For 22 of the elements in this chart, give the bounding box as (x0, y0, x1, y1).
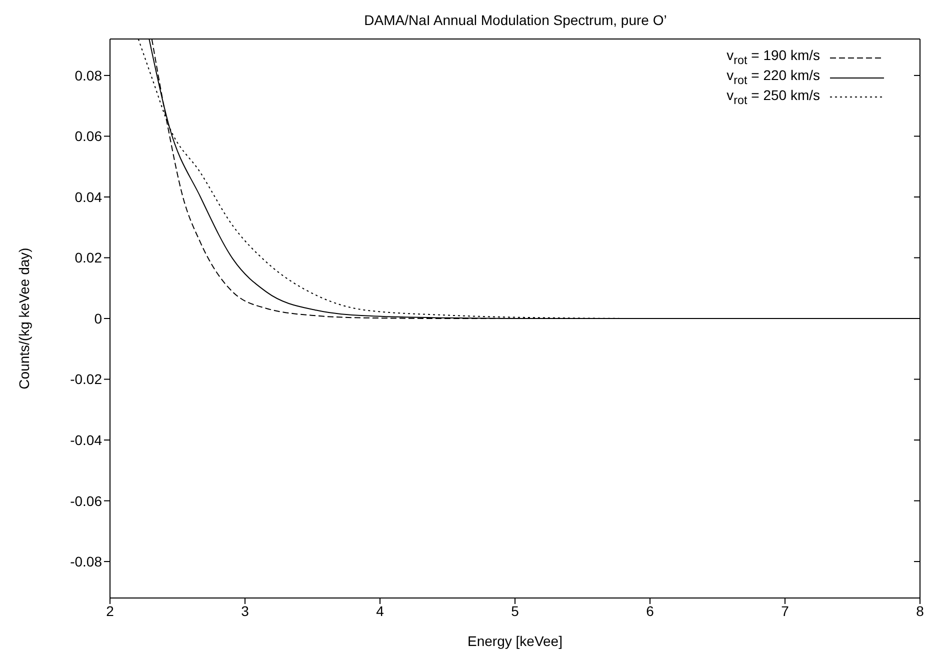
chart-title: DAMA/NaI Annual Modulation Spectrum, pure O’ (364, 12, 667, 28)
y-tick-label: 0.04 (74, 188, 102, 205)
y-tick-label: 0.08 (74, 67, 102, 84)
x-tick-label: 3 (241, 602, 250, 619)
y-tick-label: -0.02 (70, 371, 102, 388)
y-axis-title: Counts/(kg keVee day) (16, 248, 32, 390)
legend-label: v$_{rot}$ = 190 km/s (726, 47, 820, 68)
legend-label: v$_{rot}$ = 250 km/s (726, 86, 820, 108)
x-axis-title: Energy [keVee] (468, 633, 562, 649)
y-tick-label: -0.08 (70, 554, 102, 570)
y-tick-label: 0.02 (74, 250, 102, 266)
x-tick-label: 2 (106, 602, 114, 619)
y-tick-label: 0 (94, 310, 102, 326)
y-tick-label: 0.06 (74, 128, 102, 144)
x-tick-label: 7 (781, 602, 790, 619)
y-tick-label: -0.04 (70, 432, 102, 448)
x-tick-label: 8 (916, 602, 924, 619)
x-tick-label: 6 (646, 602, 654, 619)
y-tick-label: -0.06 (70, 492, 102, 509)
legend-label: v$_{rot}$ = 220 km/s (726, 66, 820, 88)
x-tick-label: 5 (511, 602, 520, 619)
x-tick-label: 4 (376, 602, 384, 619)
